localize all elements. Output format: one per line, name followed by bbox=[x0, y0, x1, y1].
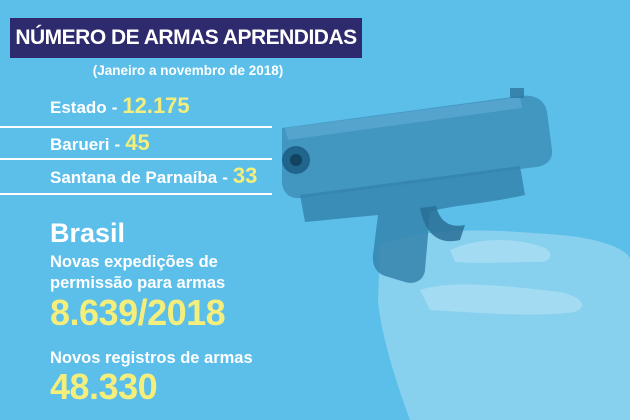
stat-value: 33 bbox=[232, 163, 258, 188]
title-bar: NÚMERO DE ARMAS APRENDIDAS bbox=[10, 18, 362, 58]
permits-label-line2: permissão para armas bbox=[50, 274, 226, 292]
stat-label: Barueri bbox=[50, 135, 110, 154]
pistol-slide-top bbox=[285, 97, 522, 140]
registrations-label: Novos registros de armas bbox=[50, 349, 253, 367]
permits-label-line1: Novas expedições de bbox=[50, 253, 218, 271]
stat-row-estado: Estado - 12.175 bbox=[50, 93, 190, 123]
stat-label: Estado bbox=[50, 98, 107, 117]
divider bbox=[0, 158, 272, 160]
stat-row-santana: Santana de Parnaíba - 33 bbox=[50, 163, 257, 193]
permits-value: 8.639/2018 bbox=[50, 292, 226, 333]
stat-value: 45 bbox=[125, 130, 150, 155]
finger-shape bbox=[420, 284, 583, 315]
divider bbox=[0, 193, 272, 195]
page-title: NÚMERO DE ARMAS APRENDIDAS bbox=[15, 26, 357, 49]
registrations-value: 48.330 bbox=[50, 366, 158, 407]
thumb-shape bbox=[450, 240, 551, 263]
period-subtitle: (Janeiro a novembro de 2018) bbox=[92, 63, 284, 78]
pistol-frame bbox=[300, 166, 525, 283]
brasil-heading: Brasil bbox=[50, 218, 126, 248]
stat-value: 12.175 bbox=[122, 93, 190, 118]
hand-shape bbox=[378, 230, 630, 420]
divider bbox=[0, 126, 272, 128]
stat-separator: - bbox=[114, 135, 121, 154]
stat-separator: - bbox=[111, 98, 118, 117]
stat-row-barueri: Barueri - 45 bbox=[50, 130, 150, 160]
stat-label: Santana de Parnaíba bbox=[50, 168, 218, 187]
stat-separator: - bbox=[222, 168, 228, 187]
